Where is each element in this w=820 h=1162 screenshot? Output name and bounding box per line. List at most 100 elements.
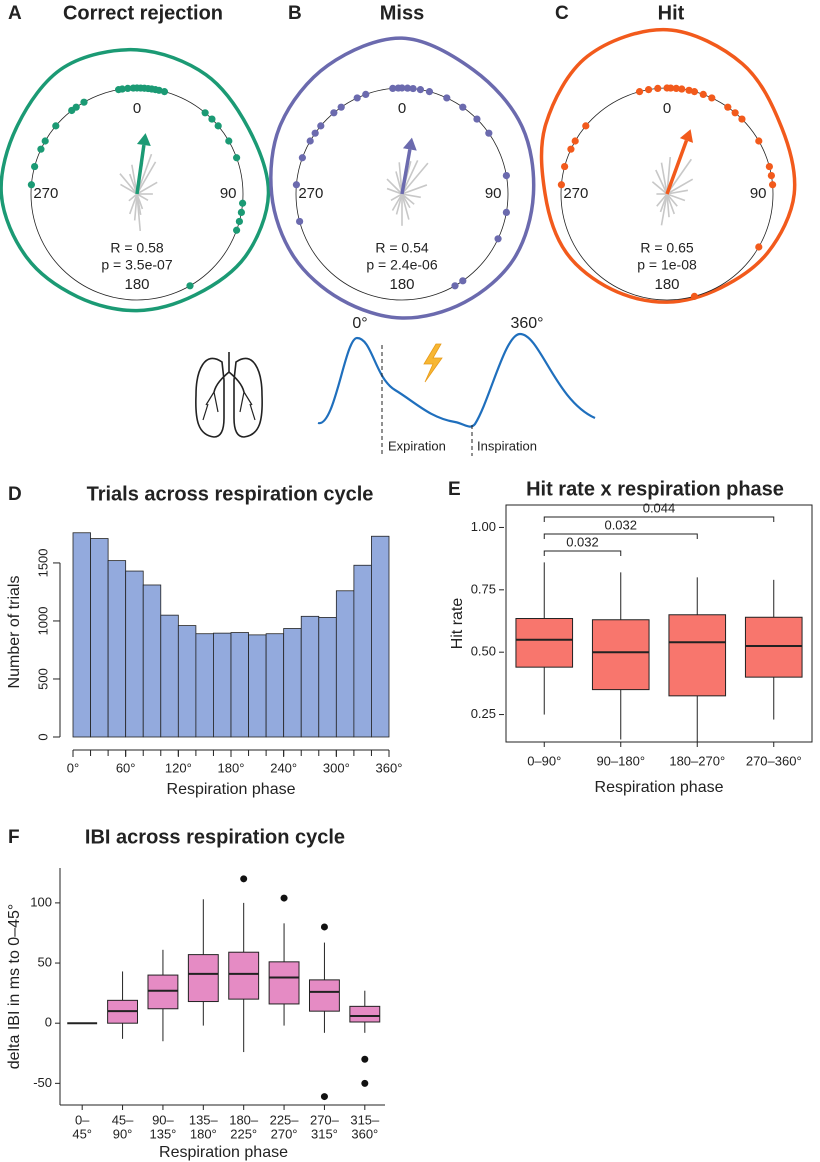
x-tick-label: 45°	[72, 1126, 92, 1141]
phase-point	[237, 208, 245, 217]
panel-letter: C	[555, 3, 569, 24]
phase-point	[667, 84, 675, 92]
x-tick-label: 120°	[165, 760, 192, 775]
phase-point	[425, 88, 434, 96]
mean-arrowhead	[402, 137, 417, 151]
density-outline	[539, 27, 797, 304]
chart-title: Hit rate x respiration phase	[526, 478, 784, 500]
phase-point	[755, 243, 763, 251]
x-tick-label: 90–180°	[596, 753, 645, 768]
phase-point	[225, 137, 233, 145]
phase-point	[68, 106, 76, 115]
subject-vector	[666, 193, 678, 207]
subject-vector	[391, 193, 403, 211]
bar	[335, 590, 355, 738]
significance-bracket	[543, 533, 698, 539]
phase-point	[41, 137, 49, 145]
x-axis-title: Respiration phase	[159, 1144, 288, 1161]
box	[744, 616, 803, 678]
x-tick-label: 180–270°	[669, 753, 725, 768]
panel-letter: E	[448, 479, 461, 500]
x-tick-label: 360°	[351, 1126, 378, 1141]
phase-point	[567, 145, 575, 153]
x-tick-label: 300°	[323, 760, 350, 775]
phase-point	[767, 171, 775, 180]
subject-vector	[119, 173, 138, 195]
bar	[160, 614, 179, 738]
subject-vector	[666, 193, 670, 218]
trachea	[213, 352, 245, 393]
phase-point	[52, 122, 60, 130]
phase-point	[731, 109, 739, 117]
phase-point	[296, 217, 304, 226]
panel-letter: A	[8, 3, 22, 24]
phase-point	[699, 90, 707, 98]
phase-point	[672, 84, 680, 93]
subject-vector	[395, 193, 403, 215]
x-tick-label: 135°	[149, 1126, 176, 1141]
chart-title: Miss	[380, 2, 424, 24]
bar	[353, 564, 372, 738]
angle-label: 90	[750, 185, 767, 202]
outlier	[240, 875, 248, 883]
y-tick-label: 0.25	[471, 706, 496, 721]
x-tick-label: 270–360°	[746, 753, 802, 768]
x-tick-label: 60°	[116, 760, 136, 775]
chart-title: Hit	[658, 2, 685, 24]
start-label: 0°	[352, 315, 367, 332]
x-tick-label: 180°	[190, 1126, 217, 1141]
bar	[90, 538, 109, 738]
y-axis-title: Hit rate	[449, 598, 466, 650]
p-label: p = 1e-08	[637, 257, 697, 273]
angle-label: 90	[485, 185, 502, 202]
plot-border	[505, 504, 813, 743]
x-tick-label: 0°	[67, 760, 79, 775]
bar	[177, 625, 197, 738]
phase-point	[298, 154, 306, 162]
phase-point	[311, 129, 319, 137]
box	[349, 1005, 381, 1023]
phase-point	[118, 85, 126, 93]
angle-label: 180	[654, 276, 679, 293]
subject-vector	[666, 193, 686, 202]
phase-point	[738, 115, 746, 123]
phase-point	[124, 84, 132, 93]
box	[591, 619, 650, 691]
subject-vector	[659, 193, 668, 213]
outlier	[320, 1093, 328, 1101]
subject-vector	[666, 158, 692, 195]
y-tick-label: 0.75	[471, 581, 496, 596]
p-value-label: 0.044	[643, 500, 676, 515]
lightning-icon	[423, 343, 443, 383]
subject-vector	[651, 181, 668, 195]
phase-point	[362, 90, 370, 98]
y-axis-title: Number of trials	[6, 576, 23, 689]
x-tick-label: 315–	[350, 1112, 380, 1127]
y-tick-label: 1500	[35, 548, 50, 577]
mean-vector	[665, 139, 689, 195]
phase-point	[557, 181, 566, 189]
y-tick-label: 1000	[35, 606, 50, 635]
panel-letter: B	[288, 3, 302, 24]
phase-point	[292, 181, 301, 189]
angle-label: 0	[133, 100, 141, 117]
phase-point	[561, 162, 569, 171]
bar	[142, 584, 162, 738]
r-label: R = 0.54	[375, 240, 429, 256]
mean-vector	[135, 144, 146, 195]
subject-vector	[136, 181, 158, 195]
phase-point	[389, 84, 397, 93]
phase-point	[755, 137, 763, 145]
phase-point	[233, 154, 241, 162]
phase-point	[208, 115, 216, 123]
x-tick-label: 90°	[113, 1126, 133, 1141]
phase-point	[768, 181, 777, 189]
subject-vector	[128, 193, 138, 202]
bar	[213, 632, 232, 738]
bar	[195, 633, 214, 738]
phase-point	[238, 199, 247, 207]
subject-vector	[128, 193, 138, 215]
angle-label: 270	[563, 185, 588, 202]
x-tick-label: 315°	[311, 1126, 338, 1141]
